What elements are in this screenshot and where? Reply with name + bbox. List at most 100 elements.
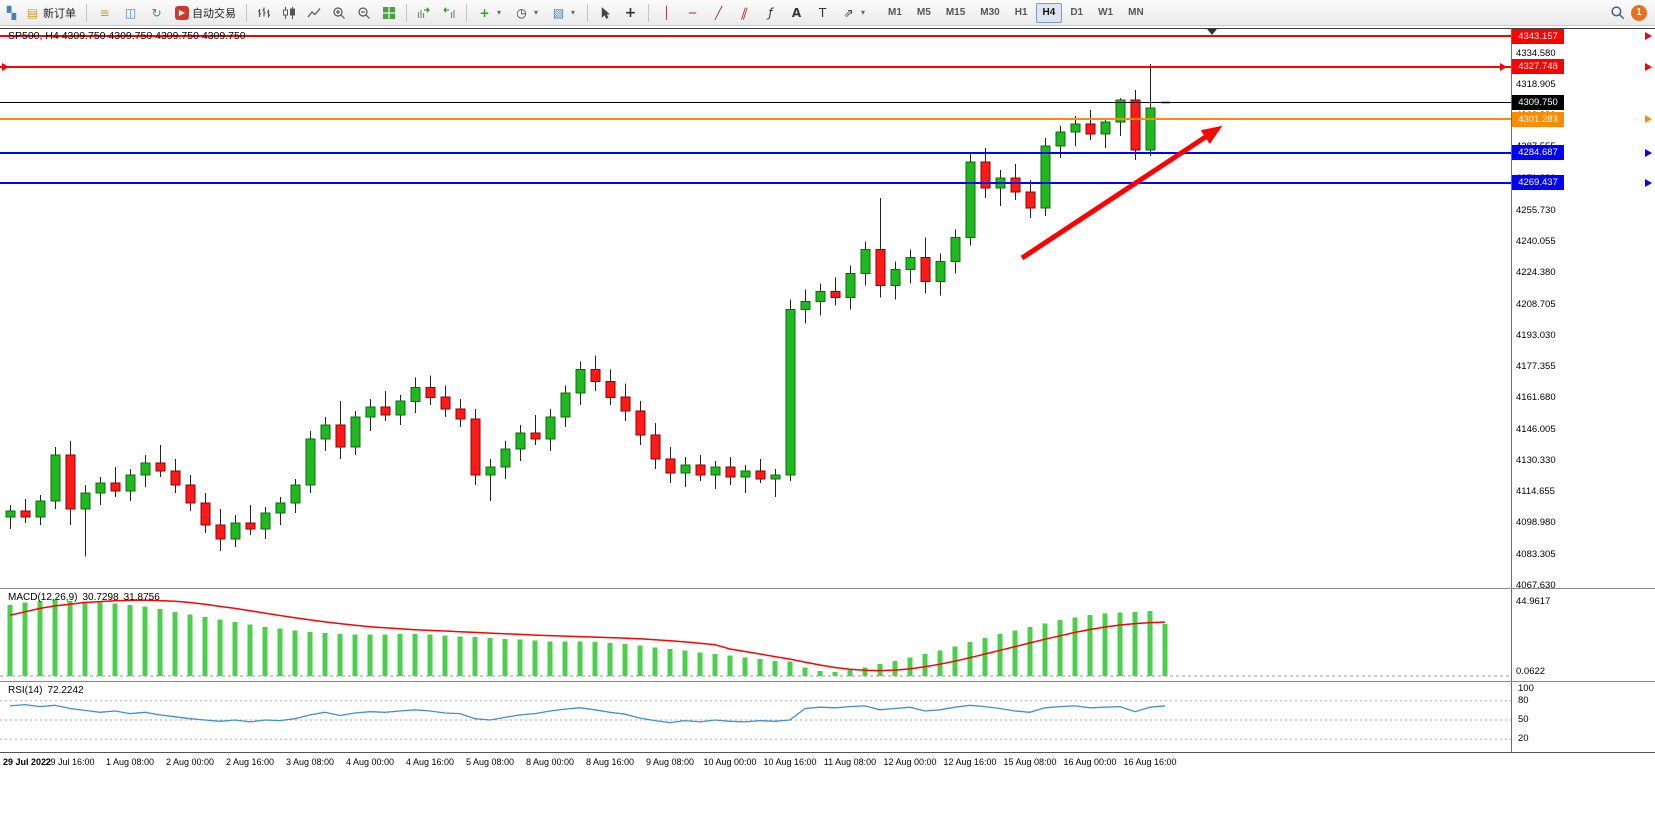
new-order-button[interactable]: ▤ 新订单 bbox=[20, 2, 81, 24]
autotrading-icon: ▶ bbox=[175, 5, 189, 20]
macd-indicator-panel[interactable] bbox=[0, 589, 1511, 681]
charts-stack-button[interactable]: ≡ bbox=[92, 2, 117, 24]
text-tool-button[interactable]: A bbox=[784, 2, 809, 24]
cursor-tool-button[interactable] bbox=[593, 2, 617, 24]
rsi-value: 72.2242 bbox=[47, 685, 84, 696]
toolbar-separator bbox=[246, 3, 247, 22]
time-axis-label: 8 Aug 16:00 bbox=[585, 757, 635, 767]
new-chart-dropdown-button[interactable]: + ▾ bbox=[472, 2, 508, 24]
price-axis-label: 4208.705 bbox=[1516, 298, 1556, 310]
vertical-line-tool-button[interactable]: │ bbox=[654, 2, 679, 24]
price-axis-label: 4334.580 bbox=[1516, 47, 1556, 59]
periods-dropdown-button[interactable]: ◷ ▾ bbox=[509, 2, 545, 24]
timeframe-m15-button[interactable]: M15 bbox=[939, 3, 972, 23]
timeframe-m5-button[interactable]: M5 bbox=[910, 3, 938, 23]
time-axis-label: 16 Aug 16:00 bbox=[1123, 757, 1177, 767]
toolbar-separator bbox=[466, 3, 467, 22]
price-line-4301.283[interactable] bbox=[0, 118, 1511, 121]
price-line-4269.437[interactable] bbox=[0, 181, 1511, 184]
trendline-tool-button[interactable]: ╱ bbox=[706, 2, 731, 24]
time-axis[interactable] bbox=[0, 753, 1655, 781]
time-axis-label: 2 Aug 16:00 bbox=[225, 757, 275, 767]
refresh-icon: ↻ bbox=[151, 5, 162, 20]
refresh-button[interactable]: ↻ bbox=[144, 2, 169, 24]
zoom-out-icon bbox=[358, 6, 370, 19]
new-chart-plus-icon: + bbox=[479, 5, 490, 20]
timeframe-w1-button[interactable]: W1 bbox=[1091, 3, 1120, 23]
chart-shift-button[interactable] bbox=[437, 2, 461, 24]
chart-top-border bbox=[0, 28, 1655, 29]
timeframe-m1-button[interactable]: M1 bbox=[881, 3, 909, 23]
auto-scroll-button[interactable] bbox=[412, 2, 436, 24]
rsi-label: RSI(14) 72.2242 bbox=[8, 685, 89, 696]
auto-scroll-icon bbox=[417, 6, 430, 18]
templates-dropdown-button[interactable]: ▧ ▾ bbox=[546, 2, 582, 24]
timeframe-d1-button[interactable]: D1 bbox=[1063, 3, 1090, 23]
price-axis-label: 4083.305 bbox=[1516, 548, 1556, 560]
line-chart-icon bbox=[307, 7, 321, 17]
price-axis[interactable] bbox=[1512, 28, 1655, 753]
time-axis-label: 5 Aug 08:00 bbox=[465, 757, 515, 767]
chevron-down-icon: ▾ bbox=[533, 8, 538, 17]
candle-chart-mode-button[interactable] bbox=[277, 2, 301, 24]
toolbar-separator bbox=[648, 3, 649, 22]
market-window-button[interactable]: ◫ bbox=[118, 2, 143, 24]
price-axis-label: 4161.680 bbox=[1516, 392, 1556, 404]
line-edge-arrow bbox=[2, 62, 9, 71]
timeframe-mn-button[interactable]: MN bbox=[1121, 3, 1151, 23]
time-axis-label: 29 Jul 16:00 bbox=[45, 757, 95, 767]
macd-main-value: 30.7298 bbox=[82, 592, 119, 603]
zoom-in-button[interactable] bbox=[327, 2, 351, 24]
timeframe-m30-button[interactable]: M30 bbox=[973, 3, 1006, 23]
horizontal-line-tool-button[interactable]: ─ bbox=[680, 2, 705, 24]
price-line-4284.687[interactable] bbox=[0, 151, 1511, 154]
autotrading-button[interactable]: ▶ 自动交易 bbox=[170, 2, 241, 24]
timeframe-h4-button[interactable]: H4 bbox=[1035, 2, 1063, 23]
price-chart[interactable] bbox=[0, 28, 1511, 588]
main-toolbar: ▚ ▤ 新订单 ≡ ◫ ↻ ▶ 自动交易 + ▾ ◷ ▾ ▧ ▾ + │ ─ ╱ bbox=[0, 0, 1655, 26]
arrows-tool-icon: ⇗ bbox=[843, 5, 854, 20]
time-axis-label: 10 Aug 16:00 bbox=[763, 757, 817, 767]
time-axis-label: 29 Jul 2022 bbox=[3, 757, 52, 767]
notification-badge[interactable]: 1 bbox=[1631, 4, 1647, 21]
price-axis-label: 4098.980 bbox=[1516, 517, 1556, 529]
vertical-line-icon: │ bbox=[662, 5, 671, 20]
price-badge-4269.437: 4269.437 bbox=[1512, 175, 1564, 191]
text-label-tool-button[interactable]: T bbox=[810, 2, 835, 24]
price-line-4309.750[interactable] bbox=[0, 102, 1511, 104]
channel-tool-button[interactable]: ∥ bbox=[732, 2, 757, 24]
time-axis-label: 10 Aug 00:00 bbox=[703, 757, 757, 767]
autotrading-label: 自动交易 bbox=[192, 7, 236, 20]
time-axis-label: 11 Aug 08:00 bbox=[823, 757, 877, 767]
bar-chart-mode-button[interactable] bbox=[252, 2, 276, 24]
macd-panel-separator[interactable] bbox=[0, 588, 1655, 589]
axis-arrow-marker bbox=[1645, 115, 1652, 124]
macd-axis-label: 44.9617 bbox=[1516, 596, 1551, 607]
zoom-out-button[interactable] bbox=[352, 2, 376, 24]
tile-windows-button[interactable] bbox=[377, 2, 401, 24]
zoom-in-icon bbox=[333, 6, 345, 19]
new-order-icon: ▤ bbox=[26, 5, 39, 20]
price-line-4343.157[interactable] bbox=[0, 35, 1511, 37]
rsi-indicator-panel[interactable] bbox=[0, 682, 1511, 752]
price-axis-label: 4255.730 bbox=[1516, 204, 1556, 216]
crosshair-tool-button[interactable]: + bbox=[618, 2, 643, 24]
timeframe-h1-button[interactable]: H1 bbox=[1008, 3, 1035, 23]
search-button[interactable] bbox=[1605, 2, 1630, 24]
arrows-tool-dropdown-button[interactable]: ⇗ ▾ bbox=[836, 2, 872, 24]
crosshair-icon: + bbox=[624, 4, 637, 21]
market-window-icon: ◫ bbox=[124, 5, 137, 20]
price-axis-label: 4177.355 bbox=[1516, 361, 1556, 373]
horizontal-line-icon: ─ bbox=[688, 5, 697, 20]
line-chart-mode-button[interactable] bbox=[302, 2, 326, 24]
fibonacci-tool-button[interactable]: ƒ bbox=[758, 2, 783, 24]
price-line-4327.748[interactable] bbox=[0, 65, 1511, 68]
price-axis-label: 4146.005 bbox=[1516, 423, 1556, 435]
toolbar-separator bbox=[86, 3, 87, 22]
time-axis-label: 15 Aug 08:00 bbox=[1003, 757, 1057, 767]
rsi-panel-separator[interactable] bbox=[0, 681, 1655, 682]
periods-clock-icon: ◷ bbox=[516, 5, 527, 20]
chart-shift-marker[interactable] bbox=[1207, 29, 1217, 35]
bar-chart-icon bbox=[258, 7, 270, 17]
price-axis-label: 4130.330 bbox=[1516, 454, 1556, 466]
